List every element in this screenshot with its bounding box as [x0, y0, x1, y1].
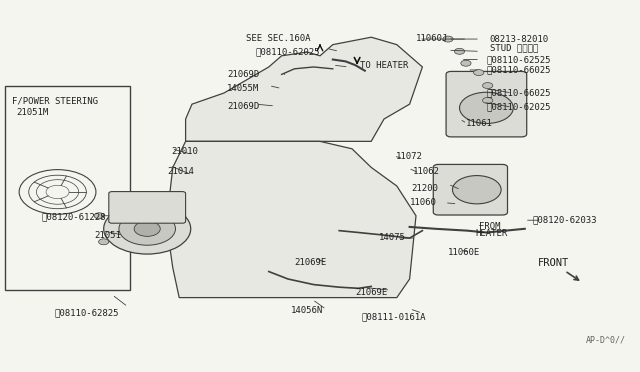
Circle shape — [443, 36, 453, 42]
Text: Ⓑ08110-62525: Ⓑ08110-62525 — [486, 55, 551, 64]
Circle shape — [454, 48, 465, 54]
Circle shape — [104, 203, 191, 254]
Text: FROM: FROM — [479, 222, 500, 231]
Text: 11062: 11062 — [413, 167, 440, 176]
Polygon shape — [186, 37, 422, 141]
Text: FRONT: FRONT — [538, 258, 579, 280]
Text: 21051: 21051 — [95, 231, 122, 240]
Text: Ⓑ08110-62025: Ⓑ08110-62025 — [486, 103, 551, 112]
Text: 21069E: 21069E — [294, 258, 326, 267]
Text: 21069D: 21069D — [227, 70, 259, 79]
Text: 14055M: 14055M — [227, 84, 259, 93]
Text: Ⓑ08110-66025: Ⓑ08110-66025 — [486, 65, 551, 74]
Text: 14056N: 14056N — [291, 306, 323, 315]
Circle shape — [483, 97, 493, 103]
Text: 21010: 21010 — [172, 147, 198, 156]
Circle shape — [460, 92, 513, 124]
Circle shape — [452, 176, 501, 204]
Text: F/POWER STEERING: F/POWER STEERING — [12, 97, 97, 106]
Circle shape — [99, 239, 109, 245]
Polygon shape — [166, 141, 416, 298]
Text: 11060: 11060 — [410, 198, 436, 207]
Text: 11060J: 11060J — [416, 34, 448, 43]
Text: Ⓑ08110-62025: Ⓑ08110-62025 — [256, 47, 321, 56]
Text: Ⓑ08111-0161A: Ⓑ08111-0161A — [362, 312, 426, 321]
Text: Ⓑ08110-66025: Ⓑ08110-66025 — [486, 89, 551, 97]
Text: 14075: 14075 — [379, 233, 406, 242]
FancyBboxPatch shape — [446, 71, 527, 137]
Text: SEE SEC.160A: SEE SEC.160A — [246, 34, 311, 43]
Circle shape — [461, 60, 471, 66]
Text: 11072: 11072 — [396, 153, 422, 161]
Circle shape — [483, 83, 493, 89]
Text: 11061: 11061 — [466, 119, 493, 128]
Text: Ⓑ08110-62825: Ⓑ08110-62825 — [54, 309, 119, 318]
Text: TO HEATER: TO HEATER — [360, 61, 408, 70]
Circle shape — [474, 70, 484, 76]
Bar — [5, 86, 130, 290]
Text: Ⓑ08120-62033: Ⓑ08120-62033 — [532, 216, 597, 225]
Circle shape — [94, 213, 104, 219]
Text: STUD スタッド: STUD スタッド — [490, 43, 538, 52]
Text: 21014: 21014 — [168, 167, 195, 176]
Circle shape — [134, 221, 160, 236]
Text: 11060E: 11060E — [448, 248, 480, 257]
Text: 21069E: 21069E — [355, 288, 387, 296]
Text: Ⓑ08120-61228: Ⓑ08120-61228 — [42, 212, 106, 221]
Text: 08213-82010: 08213-82010 — [490, 35, 548, 44]
Text: AP-D^0//: AP-D^0// — [586, 336, 626, 345]
FancyBboxPatch shape — [109, 192, 186, 223]
FancyBboxPatch shape — [433, 164, 508, 215]
Text: 21051M: 21051M — [17, 108, 49, 117]
Text: 21200: 21200 — [412, 185, 438, 193]
Text: HEATER: HEATER — [475, 229, 507, 238]
Text: 21069D: 21069D — [227, 102, 259, 110]
Circle shape — [119, 212, 175, 245]
